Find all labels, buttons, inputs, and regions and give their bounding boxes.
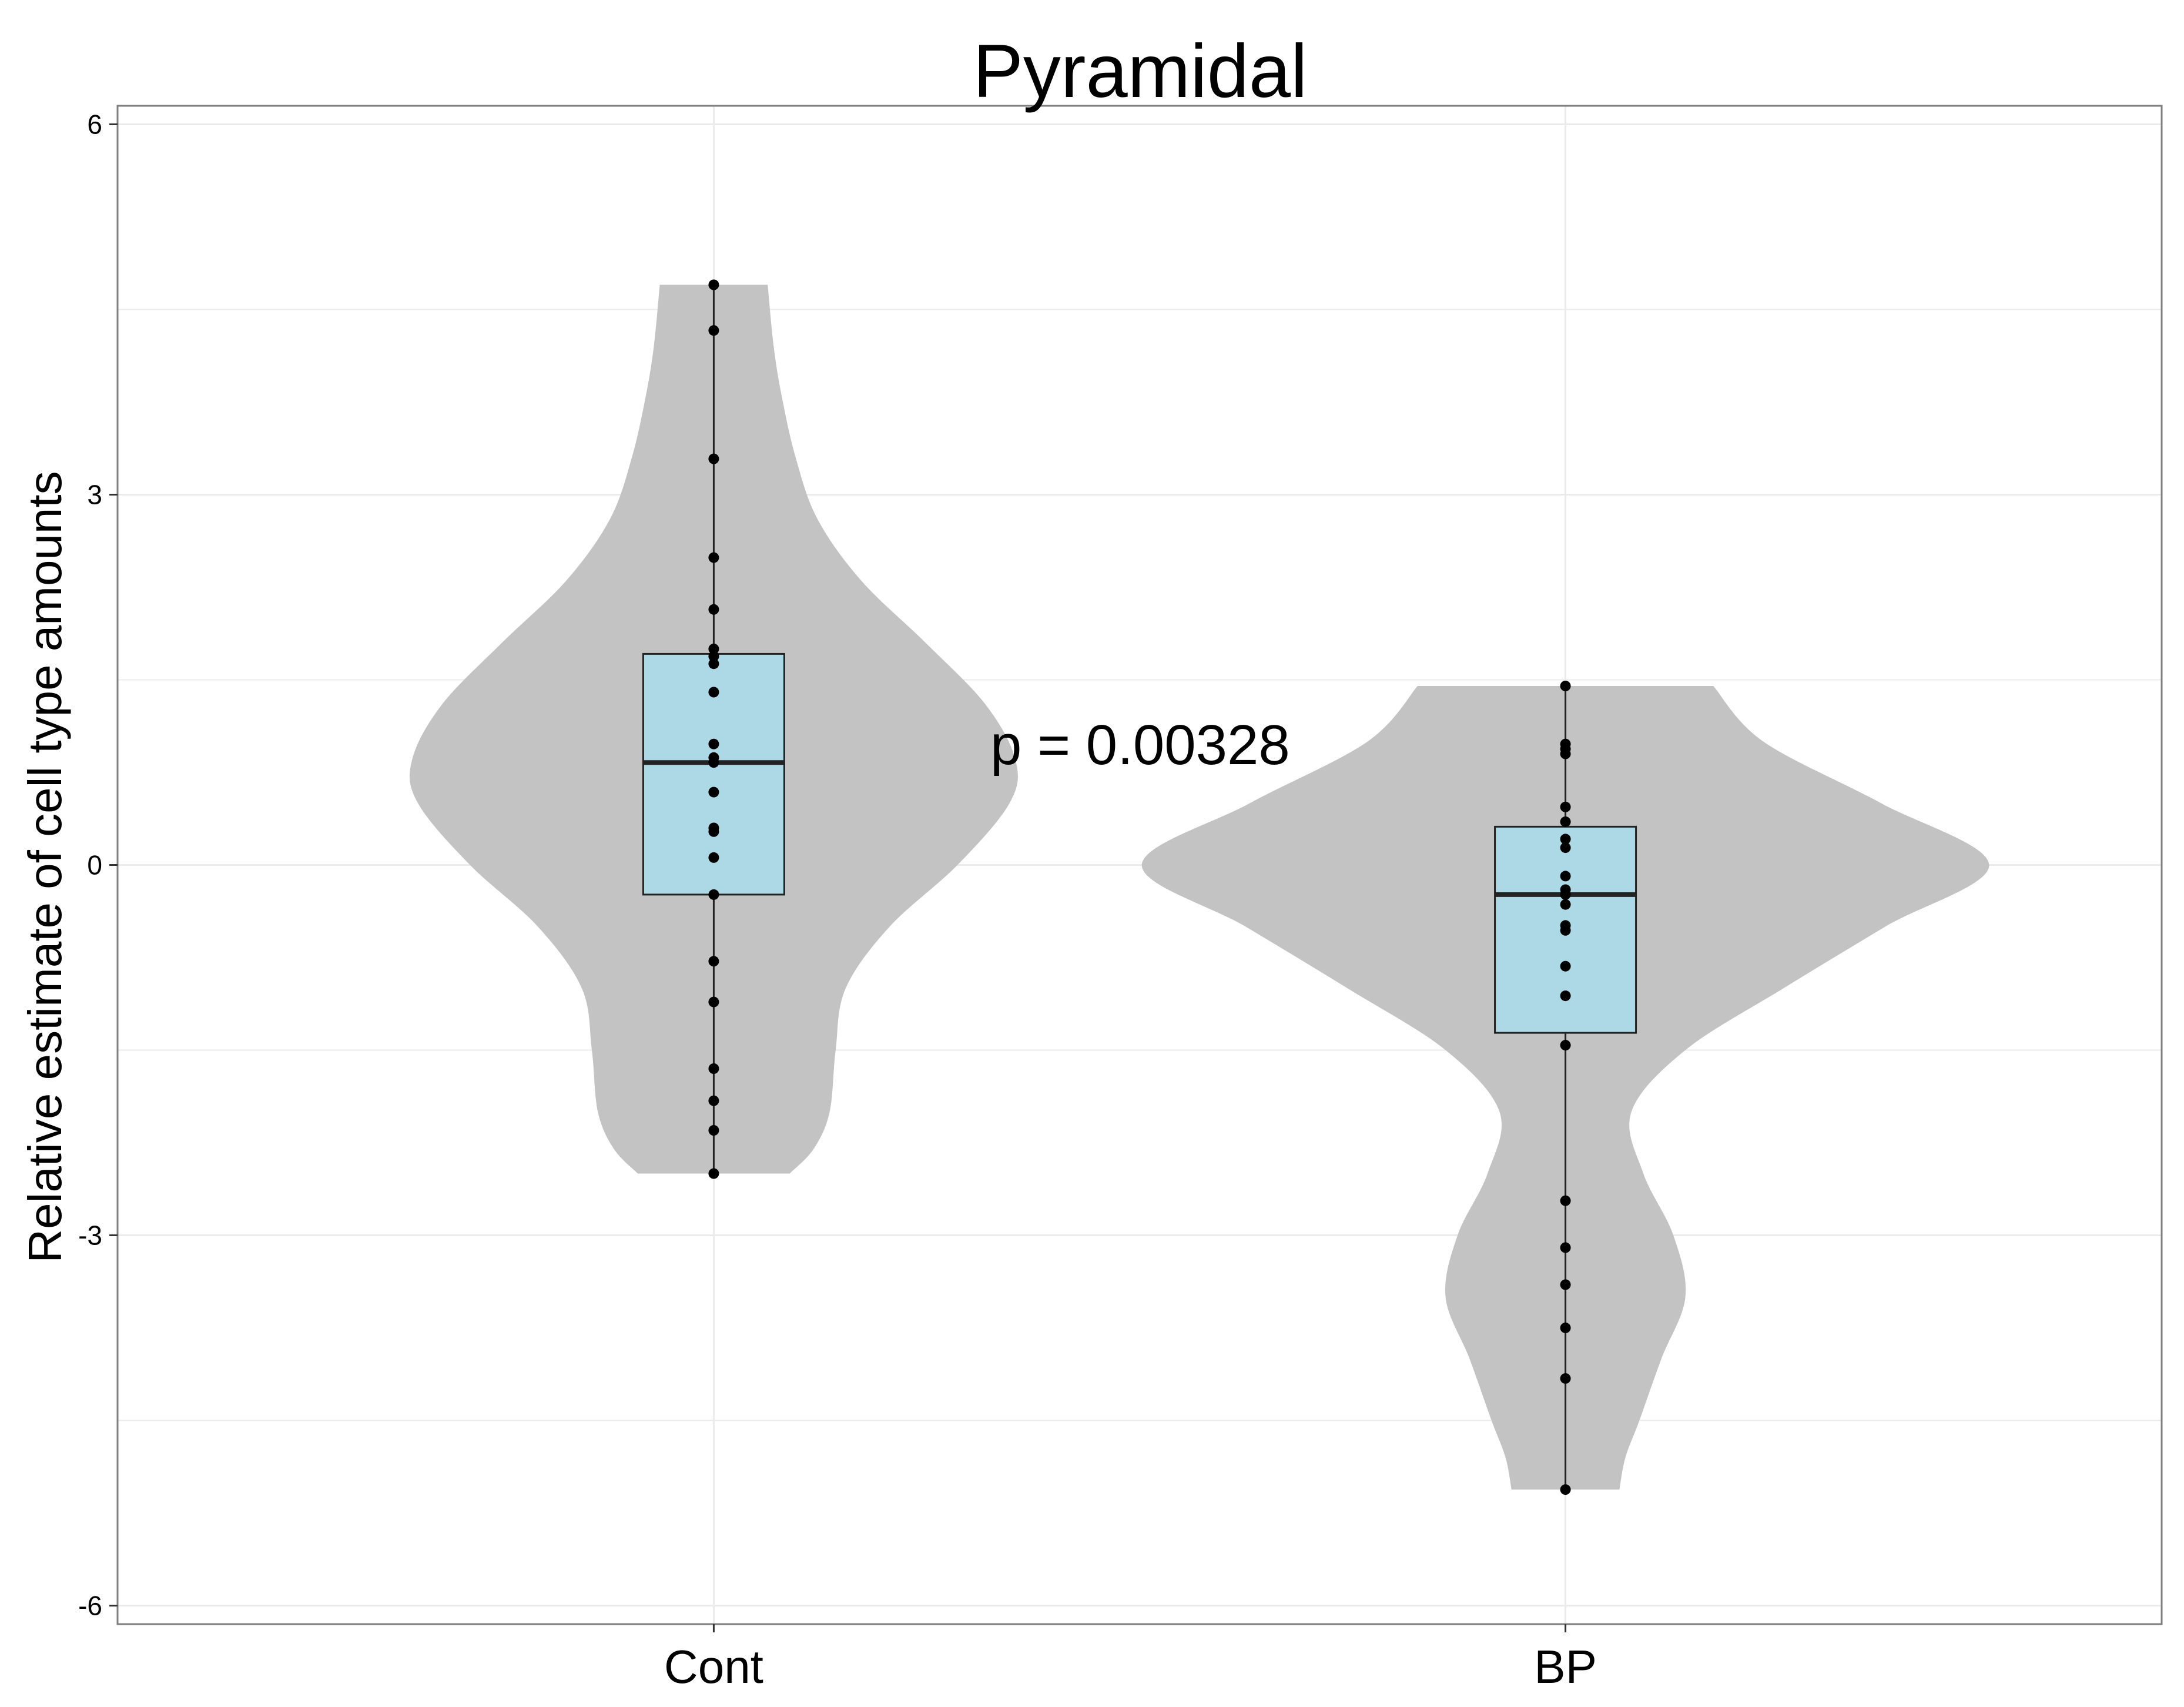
x-tick-label-cont: Cont (664, 1641, 763, 1693)
data-point (1560, 1279, 1571, 1290)
data-point (708, 738, 719, 749)
data-point (708, 757, 719, 768)
data-point (1560, 871, 1571, 882)
data-points (708, 279, 1571, 1495)
data-point (708, 1063, 719, 1074)
data-point (1560, 748, 1571, 759)
data-point (1560, 816, 1571, 827)
data-point (1560, 899, 1571, 910)
data-point (708, 453, 719, 464)
data-point (1560, 1040, 1571, 1051)
y-tick-label: -3 (78, 1220, 102, 1251)
data-point (708, 1168, 719, 1179)
data-point (708, 956, 719, 967)
data-point (708, 1095, 719, 1106)
data-point (1560, 1195, 1571, 1206)
data-point (708, 325, 719, 336)
y-tick-label: -6 (78, 1591, 102, 1621)
axes: 6 3 0 -3 -6 Cont BP (78, 109, 1597, 1693)
data-point (1560, 834, 1571, 845)
data-point (708, 852, 719, 863)
data-point (1560, 1242, 1571, 1253)
p-value-annotation: p = 0.00328 (990, 714, 1290, 776)
data-point (708, 604, 719, 615)
data-point (1560, 960, 1571, 972)
data-point (1560, 990, 1571, 1002)
data-point (1560, 681, 1571, 691)
y-axis-label: Relative estimate of cell type amounts (19, 471, 71, 1263)
data-point (708, 687, 719, 698)
data-point (708, 996, 719, 1008)
data-point (708, 889, 719, 900)
data-point (1560, 1484, 1571, 1495)
data-point (1560, 925, 1571, 936)
data-point (708, 658, 719, 670)
grid-lines (118, 106, 2162, 1624)
data-point (708, 786, 719, 798)
data-point (1560, 1373, 1571, 1384)
data-point (1560, 889, 1571, 900)
x-tick-label-bp: BP (1534, 1641, 1597, 1693)
data-point (1560, 1323, 1571, 1333)
data-point (1560, 842, 1571, 854)
data-point (708, 826, 719, 837)
y-tick-label: 3 (87, 480, 102, 510)
data-point (708, 1125, 719, 1136)
chart-title: Pyramidal (973, 29, 1307, 113)
data-point (708, 552, 719, 563)
y-tick-label: 0 (87, 850, 102, 881)
y-tick-label: 6 (87, 109, 102, 140)
data-point (1560, 801, 1571, 812)
data-point (708, 651, 719, 662)
data-point (708, 644, 719, 654)
data-point (708, 279, 719, 290)
